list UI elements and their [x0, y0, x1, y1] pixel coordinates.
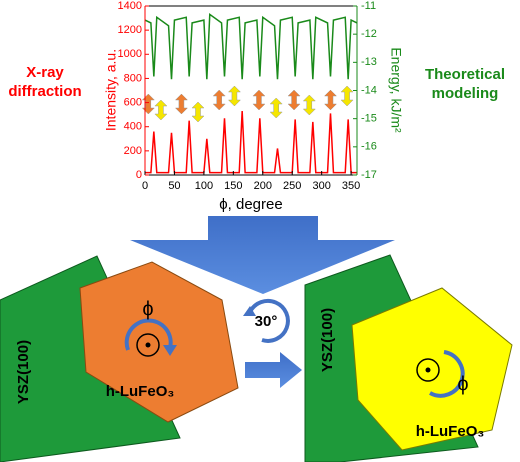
y2-tick-label: -15 — [361, 113, 377, 125]
double-arrow — [174, 93, 189, 115]
rotation-label: 30° — [255, 313, 278, 330]
rotation-arrow — [124, 318, 173, 351]
y-tick-label: 400 — [124, 121, 142, 133]
y2-axis-label: Energy, kJ/m² — [388, 47, 404, 133]
angle-label: ϕ — [142, 298, 153, 320]
annotation: diffraction — [8, 83, 81, 100]
x-tick-label: 0 — [142, 180, 148, 192]
rotation-symbol — [248, 298, 290, 343]
series-line — [145, 110, 357, 174]
x-axis-label: ϕ, degree — [219, 196, 282, 213]
y-tick-label: 1000 — [118, 48, 142, 60]
axis-symbol — [136, 333, 160, 357]
axis-dot — [145, 342, 151, 348]
annotation: modeling — [432, 85, 499, 102]
x-tick-label: 350 — [342, 180, 360, 192]
y2-tick-label: -14 — [361, 84, 377, 96]
angle-label: ϕ — [457, 373, 468, 395]
x-tick-label: 50 — [168, 180, 180, 192]
double-arrow — [340, 85, 354, 107]
down-arrow — [130, 216, 395, 294]
film-right — [351, 287, 513, 451]
y2-tick-label: -16 — [361, 141, 377, 153]
axis-dot — [425, 367, 431, 373]
double-arrow — [323, 89, 338, 111]
double-arrow — [154, 99, 168, 121]
x-tick-label: 200 — [254, 180, 272, 192]
y-tick-label: 1400 — [118, 0, 142, 12]
y-tick-label: 0 — [136, 169, 142, 181]
axis-symbol — [416, 358, 440, 382]
film-label: h-LuFeO₃ — [106, 383, 175, 400]
series-line — [144, 13, 358, 80]
y2-tick-label: -13 — [361, 56, 377, 68]
double-arrow — [227, 85, 242, 107]
rotation-arrow — [429, 350, 465, 398]
x-tick-label: 150 — [224, 180, 242, 192]
y2-tick-label: -17 — [361, 169, 377, 181]
y2-tick-label: -12 — [361, 28, 377, 40]
substrate-label: YSZ(100) — [15, 340, 32, 404]
double-arrow — [141, 93, 155, 115]
arrow-head — [243, 306, 256, 316]
y-axis-label: Intensity, a.u. — [103, 49, 119, 131]
x-tick-label: 300 — [312, 180, 330, 192]
double-arrow — [252, 89, 266, 111]
arrow-head — [163, 345, 177, 356]
y-tick-label: 800 — [124, 72, 142, 84]
annotation: Theoretical — [425, 66, 505, 83]
film-label: h-LuFeO₃ — [416, 423, 485, 440]
annotation: X-ray — [26, 64, 64, 81]
right-arrow — [245, 352, 302, 388]
double-arrow — [302, 94, 316, 116]
x-tick-label: 100 — [195, 180, 213, 192]
x-tick-label: 250 — [283, 180, 301, 192]
y2-tick-label: -11 — [361, 0, 376, 12]
double-arrow — [212, 89, 226, 111]
substrate-label: YSZ(100) — [319, 308, 336, 372]
y-tick-label: 600 — [124, 96, 142, 108]
y-tick-label: 200 — [124, 145, 142, 157]
double-arrow — [191, 101, 205, 123]
double-arrow — [287, 89, 301, 111]
double-arrow — [269, 97, 283, 119]
y-tick-label: 1200 — [118, 24, 142, 36]
